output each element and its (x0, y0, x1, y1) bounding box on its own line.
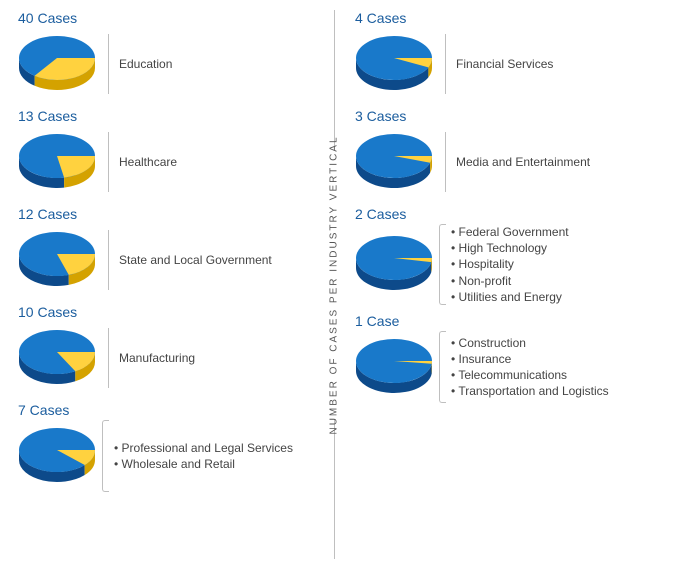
pie-chart (349, 331, 439, 403)
industry-label: State and Local Government (119, 252, 333, 268)
right-column: 4 Cases Financial Services 3 Cases Media an… (341, 10, 670, 559)
industry-list-item: Hospitality (451, 256, 670, 272)
chart-item: 10 Cases Manufacturing (12, 304, 333, 394)
pie-chart (12, 224, 102, 296)
left-column: 40 Cases Education 13 Cases Healthcare 12 Ca… (12, 10, 341, 559)
pie-chart (12, 322, 102, 394)
pie-chart (349, 228, 439, 300)
chart-item: 2 Cases Federal GovernmentHigh Technology… (349, 206, 670, 305)
industry-label-area: Financial Services (456, 56, 670, 72)
industry-list: Federal GovernmentHigh TechnologyHospita… (451, 224, 670, 305)
industry-list-item: High Technology (451, 240, 670, 256)
industry-list-item: Federal Government (451, 224, 670, 240)
case-count-title: 12 Cases (18, 206, 333, 222)
chart-item: 4 Cases Financial Services (349, 10, 670, 100)
industry-list-item: Professional and Legal Services (114, 440, 333, 456)
chart-item: 12 Cases State and Local Government (12, 206, 333, 296)
vertical-divider (108, 328, 109, 388)
chart-row: Manufacturing (12, 322, 333, 394)
chart-item: 1 Case ConstructionInsuranceTelecommunica… (349, 313, 670, 403)
vertical-divider (108, 132, 109, 192)
industry-label: Financial Services (456, 56, 670, 72)
case-count-title: 1 Case (355, 313, 670, 329)
chart-item: 3 Cases Media and Entertainment (349, 108, 670, 198)
case-count-title: 40 Cases (18, 10, 333, 26)
industry-label-area: ConstructionInsuranceTelecommunicationsT… (451, 335, 670, 400)
chart-item: 13 Cases Healthcare (12, 108, 333, 198)
industry-list-item: Insurance (451, 351, 670, 367)
chart-row: Federal GovernmentHigh TechnologyHospita… (349, 224, 670, 305)
industry-label-area: Professional and Legal ServicesWholesale… (114, 440, 333, 472)
center-divider-top (334, 10, 335, 150)
center-divider-bottom (334, 419, 335, 559)
industry-list: Professional and Legal ServicesWholesale… (114, 440, 333, 472)
chart-row: Healthcare (12, 126, 333, 198)
vertical-divider (445, 132, 446, 192)
chart-row: State and Local Government (12, 224, 333, 296)
industry-list: ConstructionInsuranceTelecommunicationsT… (451, 335, 670, 400)
industry-label: Manufacturing (119, 350, 333, 366)
industry-list-item: Wholesale and Retail (114, 456, 333, 472)
chart-row: Education (12, 28, 333, 100)
vertical-divider (445, 34, 446, 94)
case-count-title: 2 Cases (355, 206, 670, 222)
industry-label-area: Healthcare (119, 154, 333, 170)
chart-grid: 40 Cases Education 13 Cases Healthcare 12 Ca… (0, 0, 682, 569)
case-count-title: 10 Cases (18, 304, 333, 320)
case-count-title: 4 Cases (355, 10, 670, 26)
industry-list-item: Non-profit (451, 273, 670, 289)
industry-label: Healthcare (119, 154, 333, 170)
chart-row: ConstructionInsuranceTelecommunicationsT… (349, 331, 670, 403)
industry-list-item: Telecommunications (451, 367, 670, 383)
case-count-title: 3 Cases (355, 108, 670, 124)
pie-chart (349, 28, 439, 100)
industry-label-area: Manufacturing (119, 350, 333, 366)
vertical-divider (108, 34, 109, 94)
chart-row: Financial Services (349, 28, 670, 100)
industry-label-area: Education (119, 56, 333, 72)
industry-label: Media and Entertainment (456, 154, 670, 170)
pie-chart (12, 28, 102, 100)
industry-label-area: Media and Entertainment (456, 154, 670, 170)
pie-chart (12, 420, 102, 492)
industry-list-item: Construction (451, 335, 670, 351)
chart-item: 7 Cases Professional and Legal ServicesWh… (12, 402, 333, 492)
industry-label-area: Federal GovernmentHigh TechnologyHospita… (451, 224, 670, 305)
chart-item: 40 Cases Education (12, 10, 333, 100)
industry-list-item: Transportation and Logistics (451, 383, 670, 399)
pie-chart (349, 126, 439, 198)
brace-icon (439, 224, 445, 305)
brace-icon (439, 331, 445, 403)
axis-label: NUMBER OF CASES PER INDUSTRY VERTICAL (329, 135, 340, 434)
pie-chart (12, 126, 102, 198)
industry-label: Education (119, 56, 333, 72)
case-count-title: 13 Cases (18, 108, 333, 124)
industry-label-area: State and Local Government (119, 252, 333, 268)
industry-list-item: Utilities and Energy (451, 289, 670, 305)
chart-row: Media and Entertainment (349, 126, 670, 198)
vertical-divider (108, 230, 109, 290)
brace-icon (102, 420, 108, 492)
chart-row: Professional and Legal ServicesWholesale… (12, 420, 333, 492)
case-count-title: 7 Cases (18, 402, 333, 418)
